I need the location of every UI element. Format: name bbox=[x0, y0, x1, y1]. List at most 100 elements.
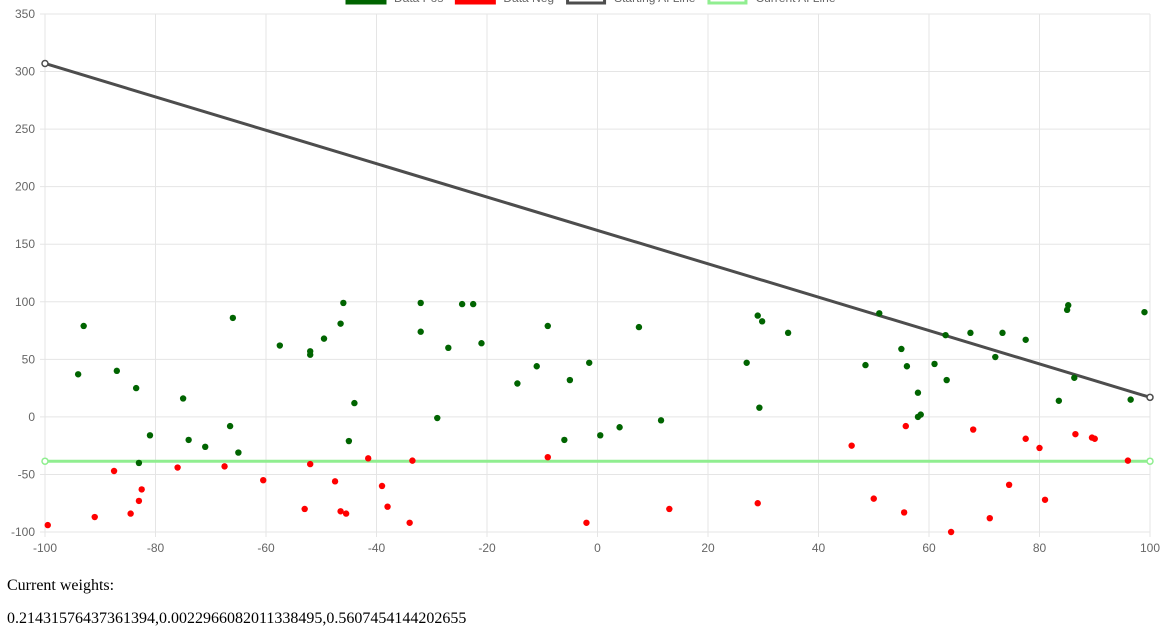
data-point bbox=[914, 389, 922, 396]
y-tick-label: 350 bbox=[15, 7, 35, 21]
legend-item[interactable]: Current AI Line bbox=[707, 0, 836, 5]
data-point bbox=[1005, 481, 1013, 489]
data-point bbox=[185, 436, 192, 444]
x-tick-label: 60 bbox=[922, 541, 936, 555]
data-point bbox=[409, 457, 416, 464]
data-point bbox=[1065, 302, 1072, 309]
legend-item[interactable]: Starting AI Line bbox=[566, 0, 696, 5]
axes: -100 -80 -60 -40 -20 0 20 40 60 80 100 -100 -50 0 50 10… bbox=[11, 7, 1160, 555]
x-tick-label: -20 bbox=[478, 541, 496, 555]
legend-swatch bbox=[707, 0, 748, 5]
data-point bbox=[970, 426, 977, 433]
x-tick-label: -40 bbox=[368, 541, 386, 555]
data-point bbox=[583, 519, 590, 526]
data-point bbox=[756, 404, 763, 411]
legend-swatch bbox=[454, 0, 496, 5]
y-tick-label: 150 bbox=[15, 237, 35, 251]
data-point bbox=[91, 513, 98, 521]
data-point bbox=[445, 344, 452, 352]
data-point bbox=[848, 442, 855, 449]
data-point bbox=[276, 342, 284, 349]
data-point bbox=[758, 318, 766, 325]
y-tick-label: 250 bbox=[15, 122, 35, 136]
data-point bbox=[44, 521, 51, 529]
x-tick-label: -60 bbox=[257, 541, 275, 555]
data-point bbox=[533, 363, 540, 370]
data-point bbox=[903, 363, 911, 370]
ai-line-endpoint bbox=[41, 457, 49, 465]
legend-swatch bbox=[566, 0, 607, 5]
data-point bbox=[992, 353, 999, 361]
data-point bbox=[942, 331, 949, 339]
data-point bbox=[635, 323, 643, 331]
data-point bbox=[434, 414, 441, 422]
data-point bbox=[113, 367, 121, 375]
data-point bbox=[342, 510, 350, 517]
data-point bbox=[80, 322, 87, 330]
data-point bbox=[1022, 336, 1029, 343]
data-point bbox=[132, 384, 140, 392]
data-point bbox=[561, 436, 568, 444]
x-tick-label: -80 bbox=[147, 541, 165, 555]
data-point bbox=[514, 380, 521, 387]
legend-label: Data Pos bbox=[394, 0, 443, 5]
legend-item[interactable]: Data Pos bbox=[345, 0, 443, 5]
data-point bbox=[657, 417, 665, 424]
data-point bbox=[566, 376, 574, 384]
data-point bbox=[226, 422, 234, 430]
data-point bbox=[307, 351, 314, 358]
data-point bbox=[1127, 396, 1134, 403]
legend-item[interactable]: Data Neg bbox=[454, 0, 554, 5]
data-point bbox=[301, 505, 308, 513]
x-tick-label: -100 bbox=[33, 541, 57, 555]
data-point bbox=[876, 310, 883, 317]
data-point bbox=[74, 371, 82, 378]
data-point bbox=[917, 411, 924, 418]
ai-line-endpoint bbox=[41, 59, 49, 68]
data-point bbox=[179, 395, 187, 402]
data-point bbox=[260, 477, 267, 484]
data-point bbox=[943, 376, 950, 384]
weights-label: Current weights: bbox=[7, 577, 115, 594]
data-point bbox=[743, 359, 750, 366]
weights-value: 0.21431576437361394,0.002296608201133849… bbox=[7, 610, 467, 627]
data-point bbox=[331, 478, 339, 485]
y-tick-label: 200 bbox=[15, 180, 35, 194]
data-point bbox=[986, 514, 993, 522]
data-point bbox=[947, 528, 955, 536]
data-point bbox=[616, 424, 623, 431]
x-tick-label: 100 bbox=[1140, 541, 1160, 555]
y-tick-label: -50 bbox=[18, 467, 36, 481]
data-point bbox=[110, 467, 118, 475]
data-point bbox=[417, 328, 424, 335]
data-point bbox=[406, 519, 413, 526]
data-point bbox=[337, 508, 344, 515]
data-point bbox=[1124, 457, 1132, 464]
legend[interactable]: Data Pos Data Neg Starting AI Line Current … bbox=[345, 0, 836, 5]
data-point bbox=[586, 359, 593, 366]
data-point bbox=[784, 329, 792, 337]
data-point bbox=[135, 497, 143, 505]
legend-label: Starting AI Line bbox=[614, 0, 696, 5]
data-point bbox=[1036, 444, 1043, 452]
data-point bbox=[235, 449, 242, 456]
data-point bbox=[469, 300, 477, 308]
ai-line bbox=[44, 62, 1151, 399]
data-point bbox=[351, 399, 358, 407]
y-tick-label: 0 bbox=[28, 410, 35, 424]
x-tick-label: 20 bbox=[701, 541, 715, 555]
data-point bbox=[307, 460, 314, 468]
data-point bbox=[898, 345, 905, 353]
data-point bbox=[417, 299, 424, 307]
data-point bbox=[345, 437, 353, 445]
data-point bbox=[478, 340, 485, 347]
ai-line-endpoint bbox=[1146, 393, 1154, 402]
data-point bbox=[127, 510, 134, 517]
data-point bbox=[931, 360, 938, 368]
data-point bbox=[862, 361, 869, 369]
data-point bbox=[340, 299, 347, 307]
data-points bbox=[44, 299, 1148, 536]
data-point bbox=[202, 443, 209, 451]
data-point bbox=[999, 329, 1006, 337]
data-point bbox=[1072, 430, 1079, 438]
